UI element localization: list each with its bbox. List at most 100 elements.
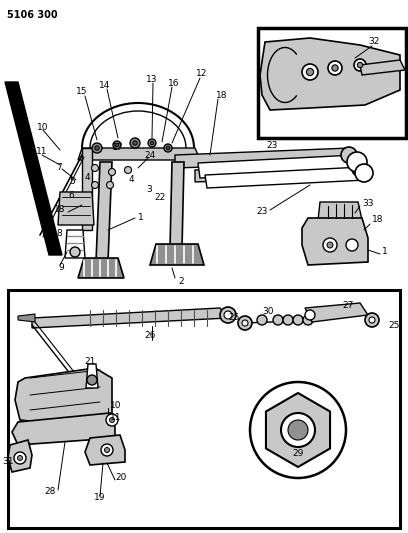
Polygon shape — [175, 148, 352, 168]
Text: 14: 14 — [99, 80, 111, 90]
Text: 32: 32 — [368, 37, 380, 46]
Circle shape — [224, 311, 232, 319]
Text: 18: 18 — [216, 91, 228, 100]
Polygon shape — [360, 60, 405, 75]
Polygon shape — [205, 167, 366, 188]
Circle shape — [148, 139, 156, 147]
Polygon shape — [65, 230, 85, 258]
Circle shape — [133, 141, 137, 146]
Text: 18: 18 — [372, 215, 384, 224]
Circle shape — [166, 146, 170, 150]
Text: 5: 5 — [69, 177, 75, 187]
Text: 20: 20 — [115, 473, 126, 482]
Polygon shape — [266, 393, 330, 467]
Circle shape — [346, 239, 358, 251]
Text: 11: 11 — [36, 148, 47, 157]
Text: 27: 27 — [342, 301, 354, 310]
Polygon shape — [12, 413, 115, 445]
Circle shape — [332, 65, 338, 71]
Text: 23: 23 — [257, 207, 268, 216]
Circle shape — [305, 310, 315, 320]
Circle shape — [283, 315, 293, 325]
Circle shape — [352, 162, 366, 176]
Circle shape — [101, 444, 113, 456]
Circle shape — [288, 420, 308, 440]
Circle shape — [238, 316, 252, 330]
Text: 9: 9 — [58, 263, 64, 272]
Text: 11: 11 — [110, 414, 122, 423]
Circle shape — [355, 164, 373, 182]
Circle shape — [70, 247, 80, 257]
Text: 4: 4 — [128, 174, 134, 183]
Circle shape — [150, 141, 154, 145]
Circle shape — [113, 141, 121, 149]
Circle shape — [327, 242, 333, 248]
Text: 2: 2 — [178, 278, 184, 287]
Polygon shape — [260, 38, 400, 110]
Polygon shape — [78, 258, 124, 278]
Polygon shape — [195, 163, 362, 182]
Circle shape — [303, 315, 313, 325]
Text: 1: 1 — [138, 214, 144, 222]
Circle shape — [106, 414, 118, 426]
Text: 4: 4 — [84, 173, 90, 182]
Polygon shape — [96, 162, 112, 262]
Text: 21: 21 — [84, 358, 96, 367]
Text: 12: 12 — [196, 69, 208, 78]
Circle shape — [250, 382, 346, 478]
Circle shape — [354, 59, 366, 71]
Text: 15: 15 — [76, 87, 88, 96]
Text: 22: 22 — [154, 193, 166, 203]
Circle shape — [302, 64, 318, 80]
Circle shape — [18, 456, 22, 461]
Text: 25: 25 — [228, 313, 239, 322]
Circle shape — [91, 165, 98, 172]
Circle shape — [164, 144, 172, 152]
Circle shape — [92, 143, 102, 153]
Text: 30: 30 — [262, 308, 274, 317]
Bar — [8, 290, 400, 528]
Circle shape — [104, 448, 109, 453]
Circle shape — [91, 182, 98, 189]
Circle shape — [109, 168, 115, 175]
Circle shape — [281, 413, 315, 447]
Text: 13: 13 — [146, 75, 158, 84]
Polygon shape — [198, 155, 360, 178]
Polygon shape — [305, 303, 368, 322]
Circle shape — [347, 152, 367, 172]
Text: 17: 17 — [112, 143, 124, 152]
Text: 19: 19 — [94, 494, 106, 503]
Text: 28: 28 — [44, 488, 55, 497]
Circle shape — [273, 315, 283, 325]
Text: 1: 1 — [382, 247, 388, 256]
Circle shape — [109, 417, 115, 423]
Circle shape — [14, 452, 26, 464]
Circle shape — [87, 375, 97, 385]
Text: 25: 25 — [388, 321, 399, 330]
Polygon shape — [85, 435, 125, 465]
Polygon shape — [15, 368, 112, 425]
Circle shape — [341, 147, 357, 163]
Text: 5106 300: 5106 300 — [7, 10, 58, 20]
Polygon shape — [32, 308, 228, 328]
Polygon shape — [5, 82, 62, 255]
Circle shape — [95, 146, 99, 150]
Polygon shape — [58, 192, 94, 225]
Polygon shape — [86, 364, 98, 388]
Circle shape — [242, 320, 248, 326]
Polygon shape — [150, 244, 204, 265]
Text: 7: 7 — [56, 163, 62, 172]
Text: 3: 3 — [146, 185, 152, 195]
Polygon shape — [82, 148, 92, 230]
Circle shape — [323, 238, 337, 252]
Circle shape — [369, 317, 375, 323]
Circle shape — [293, 315, 303, 325]
Circle shape — [106, 182, 113, 189]
Circle shape — [365, 313, 379, 327]
Polygon shape — [302, 218, 368, 265]
Text: 29: 29 — [292, 448, 304, 457]
Circle shape — [357, 62, 363, 68]
Text: 24: 24 — [144, 150, 155, 159]
Polygon shape — [170, 162, 184, 248]
Text: 8: 8 — [56, 230, 62, 238]
